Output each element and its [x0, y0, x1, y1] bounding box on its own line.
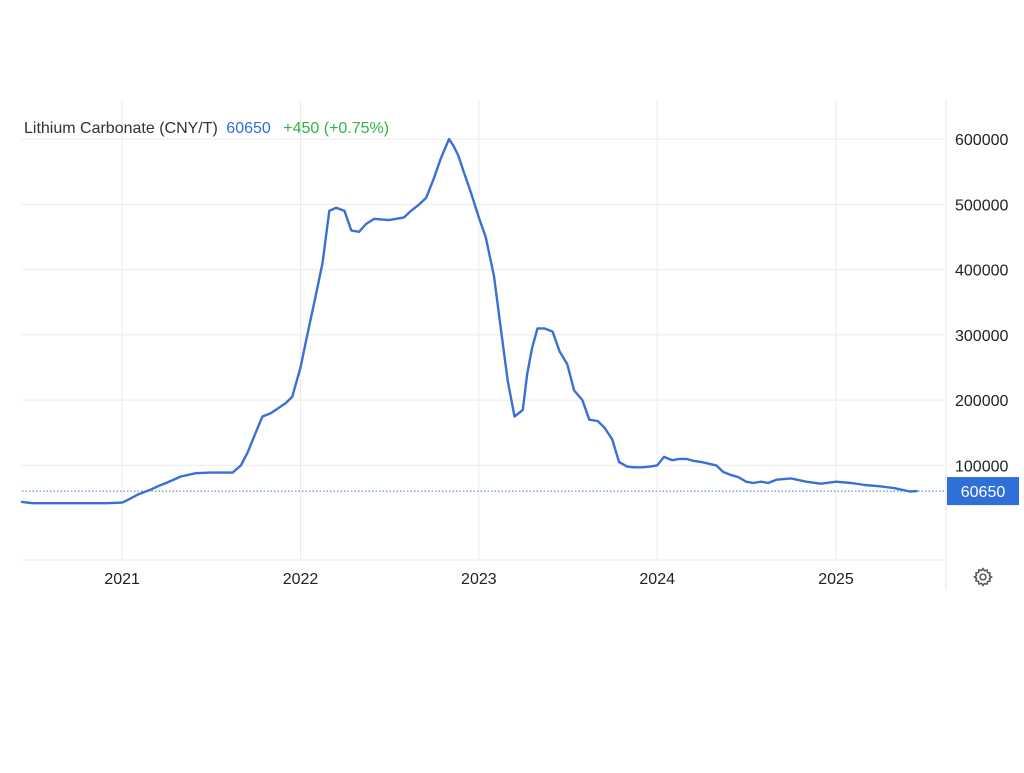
last-value-badge-bg [947, 477, 1019, 506]
y-tick-label: 200000 [955, 393, 1008, 410]
axis-labels: 100000 200000 300000 400000 500000 600000 2021… [104, 132, 1008, 588]
y-tick-label: 500000 [955, 197, 1008, 214]
gear-icon-graphic [972, 567, 994, 587]
price-change: +450 (+0.75%) [283, 120, 390, 137]
series-layer [20, 137, 944, 505]
x-tick-label: 2023 [461, 571, 497, 588]
x-tick-label: 2021 [104, 571, 140, 588]
chart-header: Lithium Carbonate (CNY/T) 60650 +450 (+0… [24, 120, 389, 138]
series-line [20, 137, 918, 505]
last-value-badge: 60650 [947, 477, 1019, 506]
y-tick-label: 400000 [955, 263, 1008, 280]
grid-lines [22, 100, 947, 590]
last-price: 60650 [226, 120, 271, 137]
y-tick-label: 300000 [955, 328, 1008, 345]
last-value-badge-label: 60650 [961, 484, 1006, 501]
x-tick-label: 2022 [283, 571, 319, 588]
gear-icon[interactable] [972, 566, 994, 588]
y-tick-label: 100000 [955, 458, 1008, 475]
x-tick-label: 2024 [639, 571, 675, 588]
chart-title: Lithium Carbonate (CNY/T) [24, 120, 218, 137]
y-tick-label: 600000 [955, 132, 1008, 149]
x-tick-label: 2025 [818, 571, 854, 588]
